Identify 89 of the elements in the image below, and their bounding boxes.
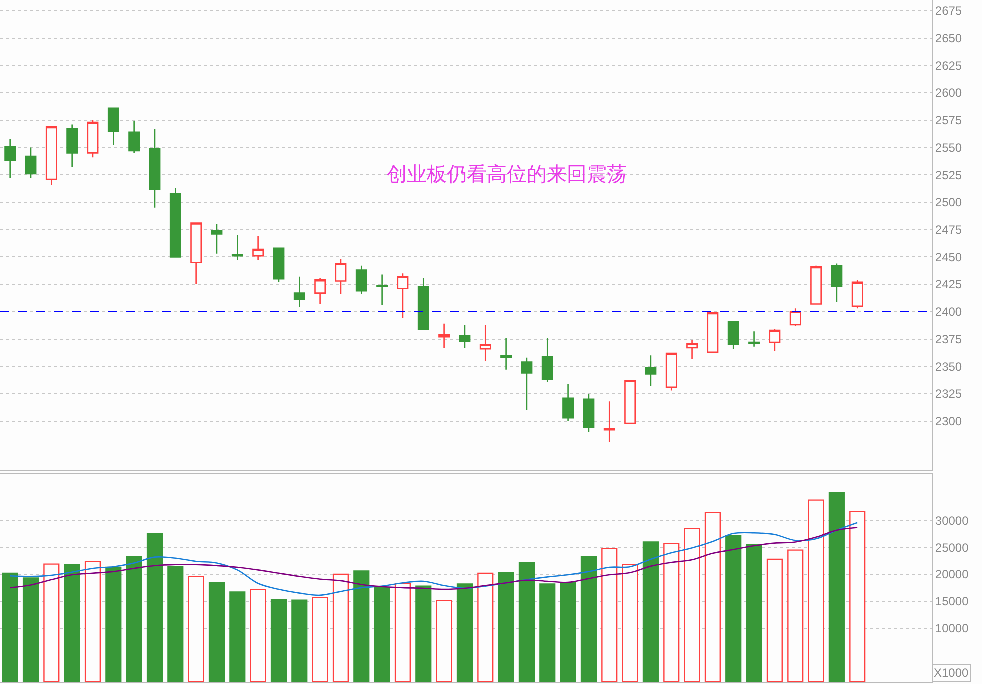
y-tick-label: 2625 — [935, 58, 962, 73]
y-tick-label: 20000 — [935, 568, 970, 582]
bar — [540, 584, 556, 682]
y-tick-label: 2350 — [935, 360, 962, 374]
candlestick — [108, 108, 120, 146]
bar — [354, 570, 370, 682]
candlestick — [707, 312, 719, 354]
candlestick — [459, 324, 471, 349]
bar — [416, 586, 432, 682]
y-tick-label: 2400 — [935, 305, 962, 320]
y-tick-label: 2325 — [935, 387, 962, 402]
bar — [456, 584, 474, 682]
bar — [2, 572, 18, 682]
y-tick-label: 2475 — [935, 223, 962, 238]
candlestick — [46, 126, 58, 186]
candlestick — [769, 328, 781, 352]
bar — [270, 599, 288, 682]
text: X1000 — [934, 666, 970, 680]
candlestick — [645, 355, 657, 387]
bar — [746, 544, 762, 682]
candlestick — [66, 124, 78, 168]
bar — [726, 535, 742, 682]
candlestick — [521, 357, 533, 412]
candlestick — [294, 276, 306, 308]
y-tick-label: 2600 — [935, 86, 962, 100]
candlestick — [686, 340, 698, 360]
bar — [168, 566, 184, 682]
candlestick — [252, 236, 264, 262]
candlestick — [4, 138, 16, 180]
candlestick — [397, 272, 409, 320]
bar — [580, 556, 597, 682]
annotation: 创业板仍看高位的来回震荡 — [387, 162, 627, 186]
y-tick-label: 2650 — [935, 32, 962, 46]
y-tick-label: 2500 — [935, 196, 962, 210]
bar — [146, 533, 164, 682]
candlestick — [438, 323, 450, 349]
y-tick-label: 2550 — [935, 140, 962, 155]
candlestick — [624, 380, 636, 424]
candlestick — [356, 265, 368, 296]
candlestick — [376, 274, 388, 306]
y-tick-label: 30000 — [935, 514, 970, 528]
candlestick — [666, 352, 678, 392]
bar — [22, 578, 40, 682]
y-tick-label: 2575 — [935, 114, 962, 128]
bar — [642, 542, 659, 682]
bar — [64, 564, 80, 682]
bar — [374, 587, 390, 682]
bar — [498, 572, 514, 682]
candlestick — [852, 280, 864, 310]
candlestick — [128, 120, 140, 154]
candlestick — [542, 338, 554, 383]
y-tick-label: 2425 — [935, 278, 962, 292]
y-tick-label: 2375 — [935, 332, 962, 346]
bar — [292, 600, 308, 682]
y-tick-label: 25000 — [935, 540, 970, 555]
candlestick — [810, 265, 822, 305]
y-tick-label: 15000 — [935, 594, 970, 609]
candlestick — [211, 224, 223, 255]
y-tick-label: 2300 — [935, 414, 962, 429]
candlestick — [314, 277, 326, 305]
candlestick — [170, 188, 182, 258]
bar — [106, 566, 122, 682]
bar — [208, 582, 226, 682]
y-tick-label: 10000 — [935, 621, 970, 636]
y-tick-label: 2675 — [935, 4, 962, 18]
candlestick — [190, 222, 202, 286]
candlestick — [335, 258, 347, 296]
candlestick — [418, 277, 430, 330]
bar — [828, 492, 845, 682]
candlestick — [604, 400, 616, 443]
candlestick — [583, 393, 595, 433]
candlestick — [562, 383, 574, 422]
bar — [230, 592, 246, 682]
bar — [518, 562, 535, 682]
candlestick — [748, 330, 760, 348]
candlestick — [87, 120, 99, 158]
bar — [126, 556, 142, 682]
candlestick — [149, 128, 161, 209]
candlestick — [480, 324, 492, 362]
y-tick-label: 2450 — [935, 250, 962, 264]
candlestick — [831, 263, 843, 303]
bar — [560, 582, 576, 682]
candlestick — [790, 308, 802, 327]
candlestick — [728, 321, 740, 350]
y-tick-label: 2525 — [935, 168, 962, 182]
candlestick — [500, 338, 512, 371]
candlestick — [273, 248, 285, 283]
candlestick — [232, 234, 244, 262]
candlestick — [25, 147, 37, 180]
